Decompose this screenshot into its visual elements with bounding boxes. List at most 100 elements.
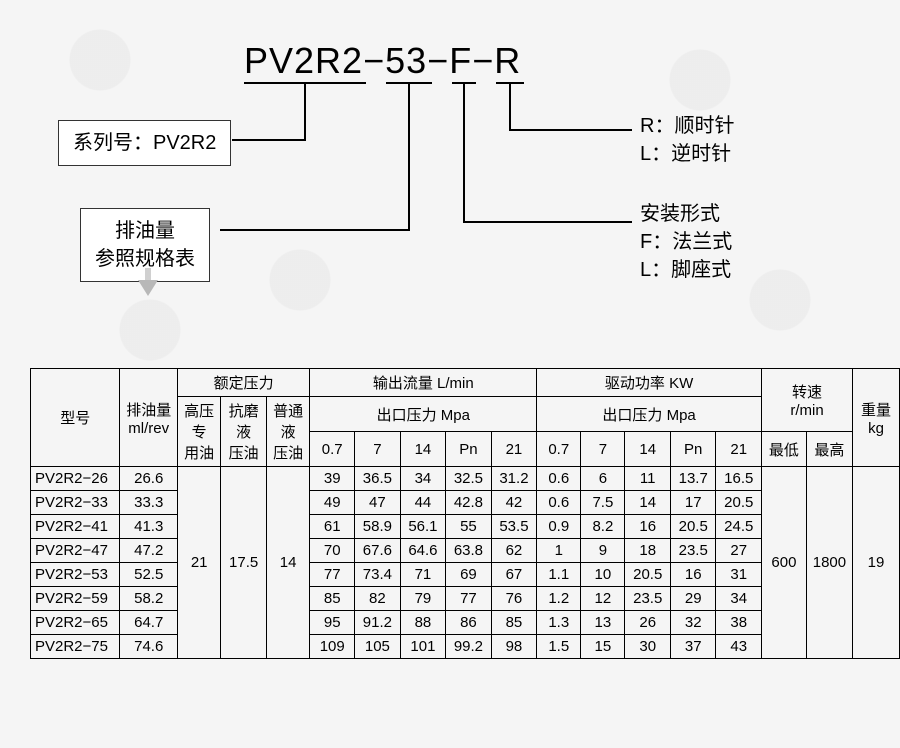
cell-rated-aw: 17.5 xyxy=(221,467,267,659)
th-outletp-1: 出口压力 Mpa xyxy=(310,397,537,432)
cell-power: 0.6 xyxy=(537,467,581,491)
cell-model: PV2R2−65 xyxy=(31,611,120,635)
displacement-label-l2: 参照规格表 xyxy=(95,248,195,270)
cell-flow: 85 xyxy=(310,587,355,611)
cell-model: PV2R2−47 xyxy=(31,539,120,563)
arrow-stem xyxy=(145,268,151,280)
cell-flow: 85 xyxy=(491,611,537,635)
cell-speed-hi: 1800 xyxy=(806,467,852,659)
cell-power: 31 xyxy=(716,563,762,587)
cell-flow: 56.1 xyxy=(400,515,446,539)
cell-flow: 95 xyxy=(310,611,355,635)
cell-power: 6 xyxy=(581,467,625,491)
cell-flow: 67.6 xyxy=(355,539,401,563)
cell-flow: 109 xyxy=(310,635,355,659)
cell-power: 16 xyxy=(670,563,716,587)
cell-flow: 101 xyxy=(400,635,446,659)
cell-power: 12 xyxy=(581,587,625,611)
cell-power: 10 xyxy=(581,563,625,587)
cell-flow: 91.2 xyxy=(355,611,401,635)
cell-power: 30 xyxy=(625,635,671,659)
cell-flow: 36.5 xyxy=(355,467,401,491)
cell-flow: 105 xyxy=(355,635,401,659)
cell-flow: 47 xyxy=(355,491,401,515)
cell-flow: 42 xyxy=(491,491,537,515)
cell-flow: 64.6 xyxy=(400,539,446,563)
cell-disp: 47.2 xyxy=(120,539,177,563)
cell-power: 32 xyxy=(670,611,716,635)
cell-power: 26 xyxy=(625,611,671,635)
th-disp: 排油量 ml/rev xyxy=(120,369,177,467)
cell-power: 0.9 xyxy=(537,515,581,539)
cell-flow: 49 xyxy=(310,491,355,515)
cell-power: 18 xyxy=(625,539,671,563)
cell-power: 17 xyxy=(670,491,716,515)
cell-power: 13.7 xyxy=(670,467,716,491)
cell-flow: 82 xyxy=(355,587,401,611)
cell-power: 16 xyxy=(625,515,671,539)
cell-disp: 26.6 xyxy=(120,467,177,491)
cell-power: 29 xyxy=(670,587,716,611)
th-model: 型号 xyxy=(31,369,120,467)
arrow-down-icon xyxy=(138,280,158,296)
cell-speed-lo: 600 xyxy=(762,467,807,659)
cell-power: 0.6 xyxy=(537,491,581,515)
cell-flow: 39 xyxy=(310,467,355,491)
cell-disp: 33.3 xyxy=(120,491,177,515)
cell-disp: 52.5 xyxy=(120,563,177,587)
cell-disp: 64.7 xyxy=(120,611,177,635)
cell-power: 1 xyxy=(537,539,581,563)
cell-power: 38 xyxy=(716,611,762,635)
th-outflow: 输出流量 L/min xyxy=(310,369,537,397)
cell-rated-gen: 14 xyxy=(266,467,309,659)
cell-power: 7.5 xyxy=(581,491,625,515)
th-hp: 高压 专 用油 xyxy=(177,397,220,467)
cell-power: 13 xyxy=(581,611,625,635)
cell-power: 11 xyxy=(625,467,671,491)
cell-flow: 71 xyxy=(400,563,446,587)
cell-power: 1.1 xyxy=(537,563,581,587)
cell-flow: 88 xyxy=(400,611,446,635)
series-label-box: 系列号：PV2R2 xyxy=(58,120,231,166)
cell-flow: 86 xyxy=(446,611,492,635)
cell-power: 8.2 xyxy=(581,515,625,539)
cell-flow: 31.2 xyxy=(491,467,537,491)
cell-model: PV2R2−26 xyxy=(31,467,120,491)
series-label: 系列号：PV2R2 xyxy=(73,132,216,154)
cell-model: PV2R2−33 xyxy=(31,491,120,515)
cell-flow: 44 xyxy=(400,491,446,515)
cell-power: 1.5 xyxy=(537,635,581,659)
cell-power: 20.5 xyxy=(670,515,716,539)
cell-power: 1.2 xyxy=(537,587,581,611)
mount-desc: 安装形式 F：法兰式 L：脚座式 xyxy=(640,200,732,284)
cell-power: 15 xyxy=(581,635,625,659)
cell-flow: 62 xyxy=(491,539,537,563)
cell-power: 43 xyxy=(716,635,762,659)
th-speed: 转速 r/min xyxy=(762,369,853,432)
rotation-desc: R：顺时针 L：逆时针 xyxy=(640,112,734,168)
spec-table: 型号 排油量 ml/rev 额定压力 输出流量 L/min 驱动功率 KW 转速… xyxy=(30,368,900,659)
cell-flow: 61 xyxy=(310,515,355,539)
cell-power: 1.3 xyxy=(537,611,581,635)
cell-model: PV2R2−59 xyxy=(31,587,120,611)
th-drive: 驱动功率 KW xyxy=(537,369,762,397)
cell-model: PV2R2−53 xyxy=(31,563,120,587)
cell-flow: 99.2 xyxy=(446,635,492,659)
spec-table-wrap: 型号 排油量 ml/rev 额定压力 输出流量 L/min 驱动功率 KW 转速… xyxy=(30,368,900,659)
th-outletp-2: 出口压力 Mpa xyxy=(537,397,762,432)
cell-weight: 19 xyxy=(853,467,900,659)
cell-power: 37 xyxy=(670,635,716,659)
cell-flow: 55 xyxy=(446,515,492,539)
cell-power: 24.5 xyxy=(716,515,762,539)
th-weight: 重量 kg xyxy=(853,369,900,467)
connector-lines xyxy=(0,0,900,360)
th-rated: 额定压力 xyxy=(177,369,309,397)
cell-flow: 32.5 xyxy=(446,467,492,491)
table-row: PV2R2−2626.62117.5143936.53432.531.20.66… xyxy=(31,467,900,491)
cell-power: 20.5 xyxy=(625,563,671,587)
cell-flow: 63.8 xyxy=(446,539,492,563)
cell-model: PV2R2−41 xyxy=(31,515,120,539)
cell-flow: 53.5 xyxy=(491,515,537,539)
cell-power: 14 xyxy=(625,491,671,515)
displacement-label-l1: 排油量 xyxy=(115,220,175,242)
